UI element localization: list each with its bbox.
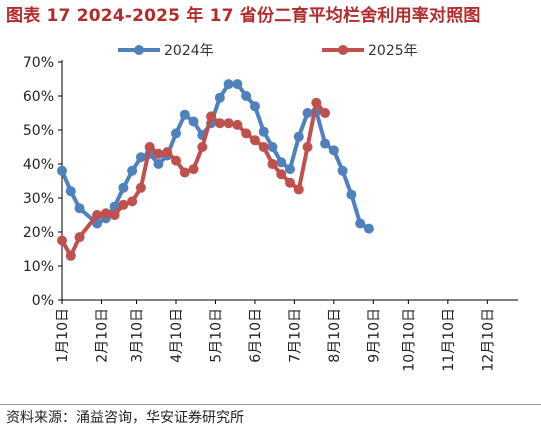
series-line xyxy=(60,82,370,231)
data-point xyxy=(223,118,234,129)
data-point xyxy=(346,189,357,200)
data-point xyxy=(109,201,120,212)
data-point xyxy=(65,250,76,261)
x-tick-label: 6月10日 xyxy=(248,308,264,363)
y-tick-label: 0% xyxy=(32,293,54,309)
x-tick-label: 1月10日 xyxy=(55,308,71,363)
data-point xyxy=(127,196,138,207)
data-point xyxy=(118,182,129,193)
y-tick-label: 10% xyxy=(23,259,54,275)
y-tick-label: 70% xyxy=(23,55,54,71)
data-point xyxy=(363,223,374,234)
legend: 2024年 2025年 xyxy=(118,43,418,59)
data-point xyxy=(135,152,146,163)
data-point xyxy=(258,142,269,152)
data-point xyxy=(92,210,103,220)
data-point xyxy=(74,203,85,214)
data-point xyxy=(249,101,260,112)
data-point xyxy=(197,142,208,152)
data-point xyxy=(162,147,173,158)
data-point xyxy=(188,116,199,127)
chart-title: 图表 17 2024-2025 年 17 省份二育平均栏舍利用率对照图 xyxy=(6,6,481,26)
data-point xyxy=(258,126,269,137)
x-tick-label: 12月10日 xyxy=(480,308,496,372)
data-point xyxy=(179,109,190,120)
series-2024 xyxy=(57,79,374,234)
x-tick-label: 7月10日 xyxy=(287,308,303,363)
data-point xyxy=(153,148,164,159)
data-point xyxy=(179,167,190,178)
data-point xyxy=(144,142,155,152)
y-tick-label: 50% xyxy=(23,123,54,139)
data-point xyxy=(214,118,225,129)
data-point xyxy=(293,131,304,142)
source-note: 资料来源：涌益咨询，华安证券研究所 xyxy=(6,410,244,426)
data-point xyxy=(328,145,339,156)
data-point xyxy=(267,159,278,169)
series-layer xyxy=(57,79,374,261)
data-point xyxy=(171,155,181,166)
legend-swatch-marker xyxy=(134,45,144,55)
legend-label: 2025年 xyxy=(368,43,418,59)
data-point xyxy=(65,186,76,197)
x-tick-label: 5月10日 xyxy=(208,308,224,363)
data-point xyxy=(171,128,181,139)
data-point xyxy=(109,210,120,220)
data-point xyxy=(223,79,234,90)
x-tick-label: 10月10日 xyxy=(401,308,417,372)
series-2025 xyxy=(57,97,331,261)
data-point xyxy=(311,97,322,108)
data-point xyxy=(135,182,146,193)
data-point xyxy=(249,135,260,146)
data-point xyxy=(241,128,252,139)
legend-item: 2025年 xyxy=(322,43,418,59)
data-point xyxy=(127,165,138,176)
y-tick-label: 30% xyxy=(23,191,54,207)
data-point xyxy=(74,232,85,243)
data-point xyxy=(355,218,366,229)
data-point xyxy=(153,159,164,169)
legend-label: 2024年 xyxy=(164,43,214,59)
data-point xyxy=(276,169,287,180)
y-tick-label: 40% xyxy=(23,157,54,173)
data-point xyxy=(188,164,199,175)
x-tick-label: 3月10日 xyxy=(130,308,146,363)
data-point xyxy=(118,199,129,210)
data-point xyxy=(241,91,252,101)
data-point xyxy=(276,157,287,168)
x-tick-label: 2月10日 xyxy=(94,308,110,363)
data-point xyxy=(232,119,243,130)
legend-item: 2024年 xyxy=(118,43,214,59)
data-point xyxy=(320,138,331,149)
data-point xyxy=(285,177,295,188)
x-tick-label: 9月10日 xyxy=(366,308,382,363)
data-point xyxy=(100,208,111,219)
data-point xyxy=(232,79,243,90)
data-point xyxy=(57,235,67,246)
data-point xyxy=(57,165,67,176)
data-point xyxy=(302,142,313,152)
data-point xyxy=(337,165,348,176)
data-point xyxy=(320,108,331,118)
bottom-divider xyxy=(0,404,541,405)
data-point xyxy=(206,111,217,122)
data-point xyxy=(214,92,225,103)
data-point xyxy=(267,142,278,152)
y-tick-label: 60% xyxy=(23,89,54,105)
x-tick-label: 11月10日 xyxy=(441,308,457,372)
legend-swatch-marker xyxy=(338,45,348,55)
chart-axes: 0% 10% 20% 30% 40% 50% 60% 70% 1月10日 2月10日 3月10日 4月… xyxy=(23,55,518,372)
data-point xyxy=(302,108,313,118)
x-tick-label: 8月10日 xyxy=(327,308,343,363)
data-point xyxy=(285,164,295,175)
data-point xyxy=(293,184,304,195)
y-tick-label: 20% xyxy=(23,225,54,241)
x-tick-label: 4月10日 xyxy=(169,308,185,363)
